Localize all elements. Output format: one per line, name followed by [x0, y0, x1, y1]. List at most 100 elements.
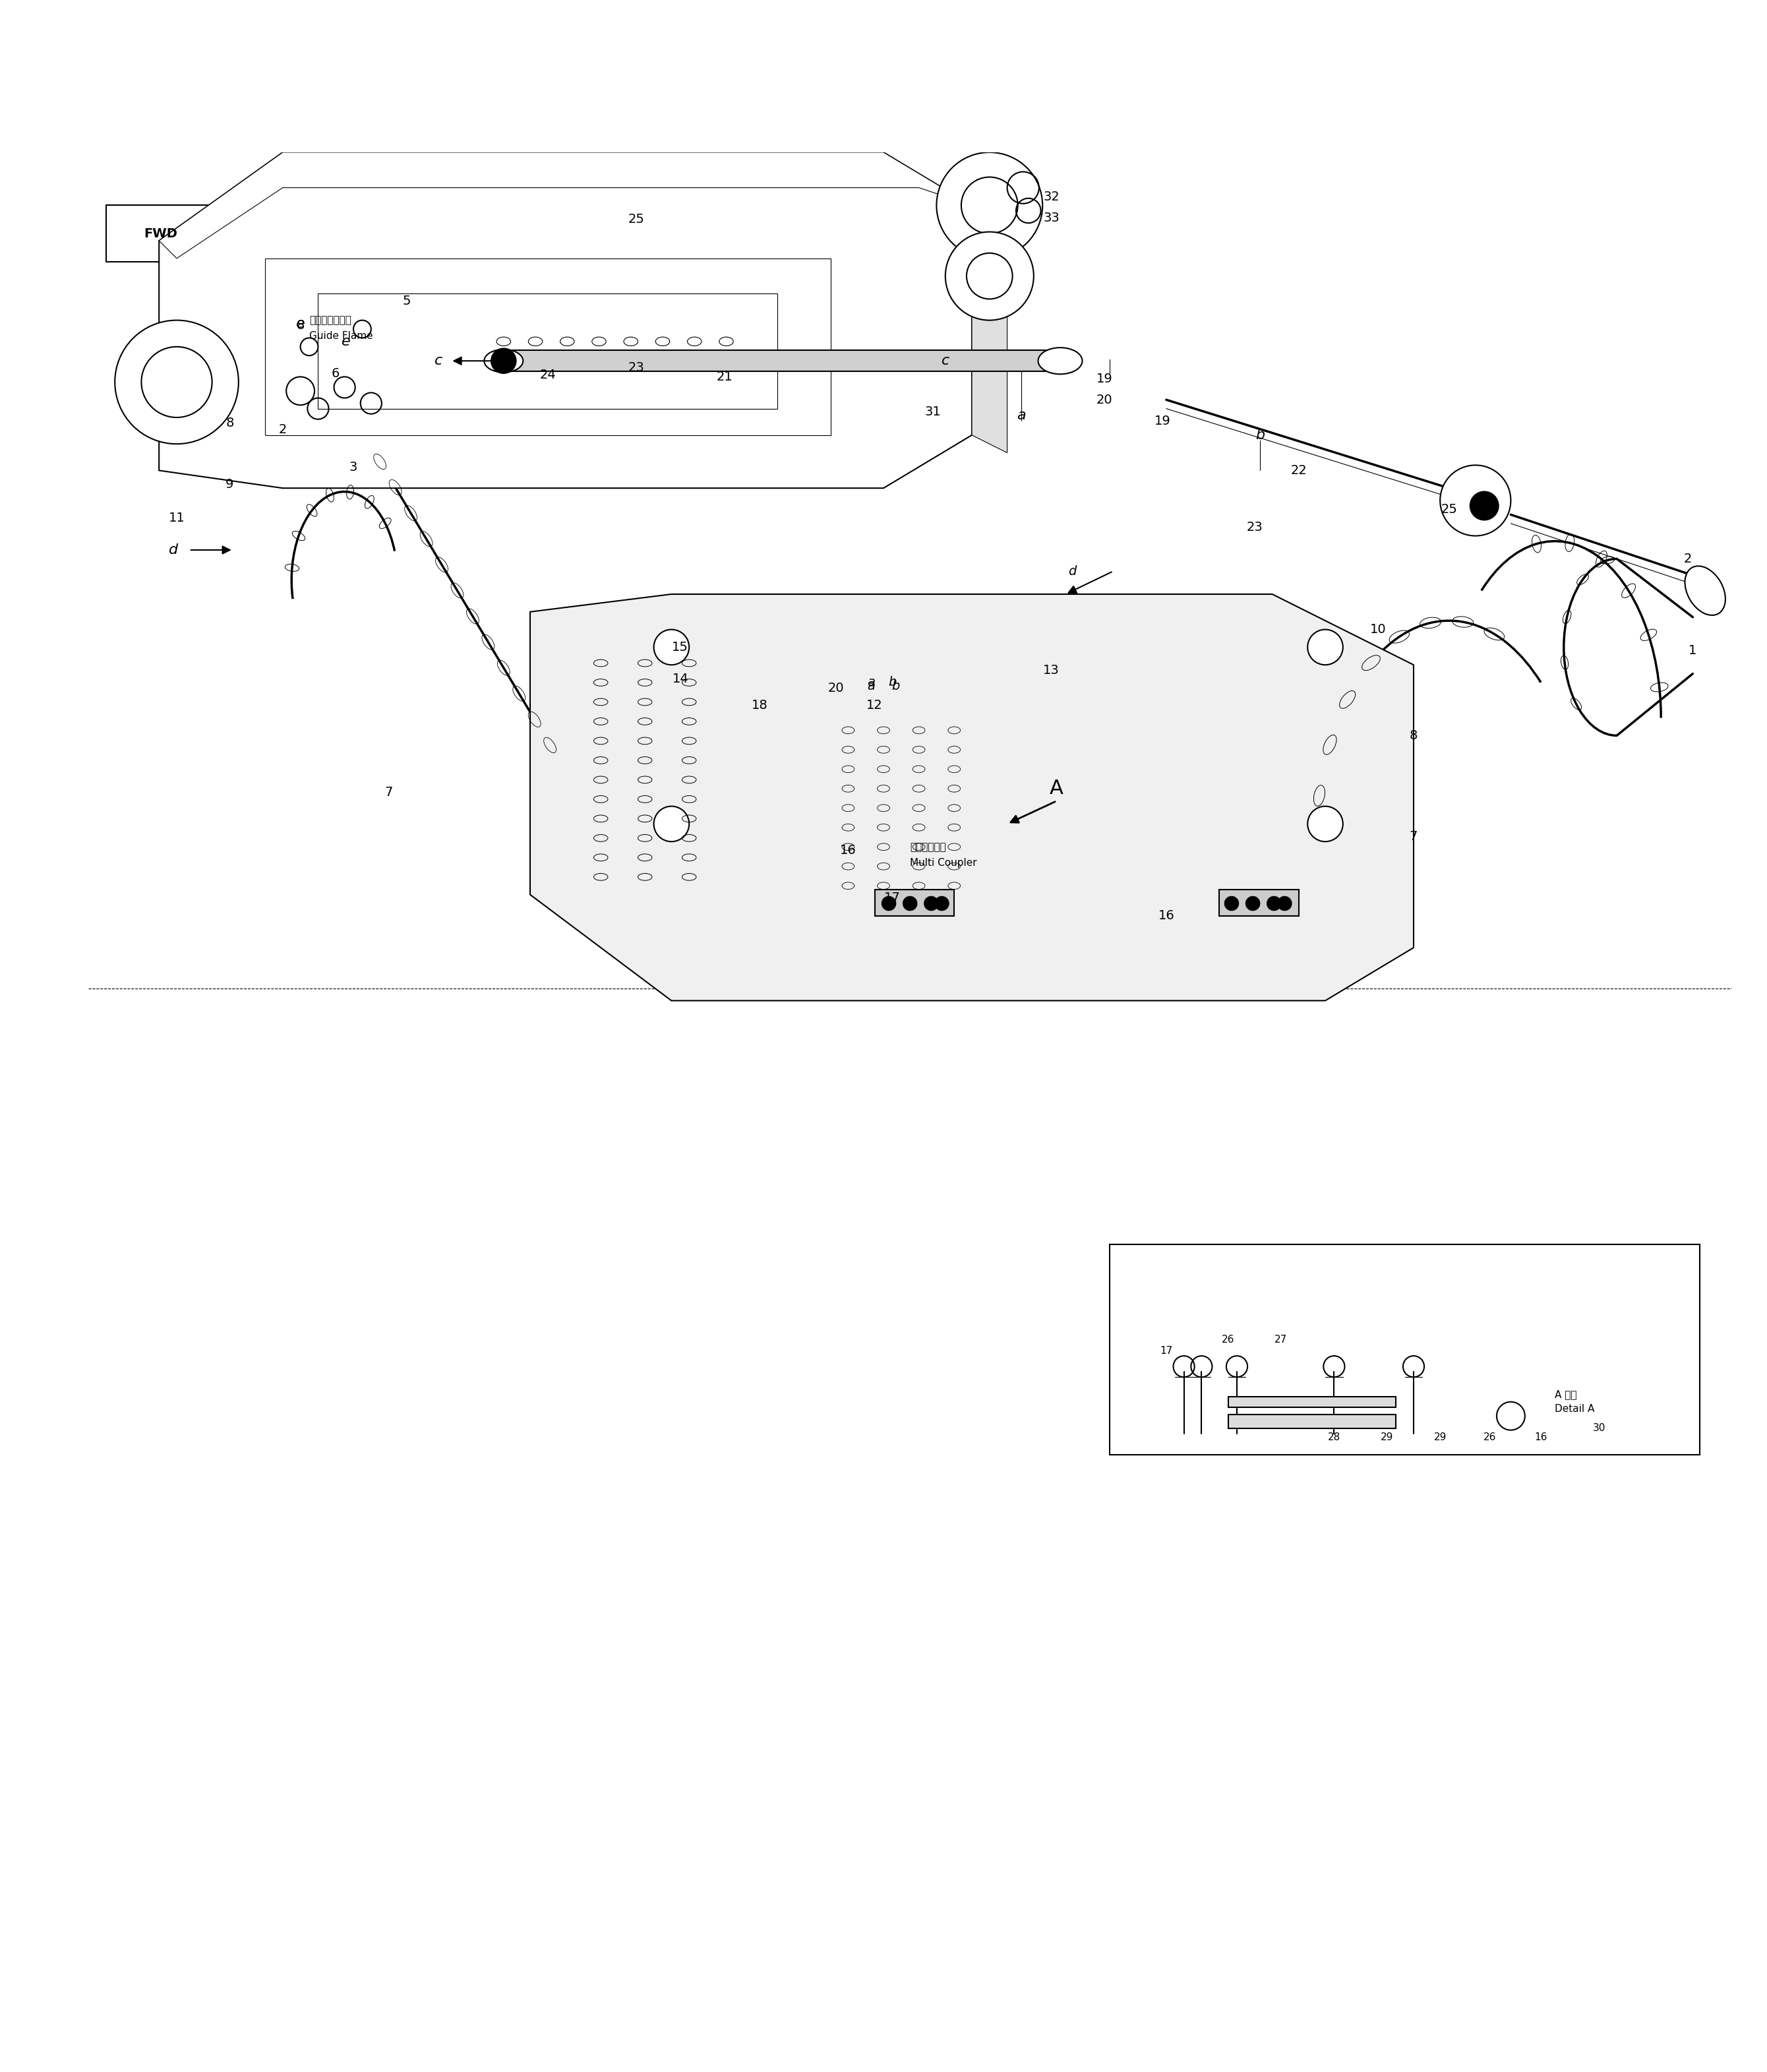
Text: e: e	[295, 317, 306, 329]
Text: 28: 28	[1327, 1432, 1341, 1442]
Bar	[265, 259, 830, 435]
Text: マルチカプラ: マルチカプラ	[910, 841, 945, 852]
Text: a: a	[868, 680, 875, 692]
Text: a: a	[868, 675, 875, 688]
Text: 30: 30	[1592, 1423, 1606, 1434]
Bar	[875, 889, 954, 916]
Text: 8: 8	[226, 416, 233, 429]
Text: 24: 24	[539, 369, 557, 381]
Text: 19: 19	[1154, 414, 1172, 427]
Text: A 詳細: A 詳細	[1555, 1390, 1578, 1401]
Text: FWD: FWD	[145, 228, 177, 240]
Text: 3: 3	[350, 460, 357, 472]
Circle shape	[654, 806, 689, 841]
Text: 9: 9	[226, 479, 233, 491]
FancyBboxPatch shape	[106, 205, 216, 261]
Circle shape	[945, 232, 1034, 321]
Text: 25: 25	[1440, 503, 1458, 516]
Circle shape	[935, 897, 949, 910]
Circle shape	[882, 897, 896, 910]
Circle shape	[1470, 491, 1498, 520]
Text: 31: 31	[924, 406, 942, 419]
Bar	[1219, 889, 1299, 916]
Text: b: b	[1255, 429, 1265, 441]
Circle shape	[924, 897, 938, 910]
Text: 6: 6	[332, 367, 339, 379]
Circle shape	[937, 153, 1043, 259]
Text: 27: 27	[1274, 1334, 1288, 1345]
Text: 17: 17	[884, 891, 901, 903]
Text: 19: 19	[1096, 373, 1113, 385]
Text: 26: 26	[1221, 1334, 1235, 1345]
Text: 23: 23	[627, 363, 645, 375]
Text: Multi Coupler: Multi Coupler	[910, 858, 977, 868]
Bar	[1228, 1415, 1396, 1428]
Circle shape	[1440, 464, 1511, 537]
Text: 4: 4	[1481, 491, 1488, 503]
Text: 20: 20	[1096, 394, 1113, 406]
Text: 23: 23	[1246, 520, 1263, 533]
Text: Detail A: Detail A	[1555, 1405, 1596, 1413]
Text: 7: 7	[385, 785, 392, 798]
Text: 11: 11	[168, 512, 186, 524]
Circle shape	[1308, 630, 1343, 665]
Bar	[1228, 1397, 1396, 1407]
Text: 2: 2	[1684, 553, 1691, 566]
Text: 12: 12	[866, 698, 884, 713]
Text: b: b	[892, 680, 899, 692]
Text: a: a	[1016, 408, 1027, 423]
Ellipse shape	[1686, 566, 1725, 615]
Text: 22: 22	[1290, 464, 1308, 477]
Text: 20: 20	[827, 682, 845, 694]
Text: A: A	[1050, 779, 1064, 798]
Polygon shape	[530, 595, 1414, 1001]
Circle shape	[141, 346, 212, 416]
Circle shape	[903, 897, 917, 910]
Text: 17: 17	[1159, 1345, 1173, 1355]
Text: 21: 21	[716, 371, 733, 383]
Text: 16: 16	[1157, 910, 1175, 922]
Text: 8: 8	[297, 319, 304, 332]
Text: 29: 29	[1433, 1432, 1447, 1442]
Circle shape	[1246, 897, 1260, 910]
Circle shape	[1267, 897, 1281, 910]
Text: 33: 33	[1043, 211, 1060, 224]
Ellipse shape	[484, 350, 523, 373]
Text: c: c	[435, 354, 442, 367]
Polygon shape	[159, 153, 972, 489]
Circle shape	[961, 176, 1018, 234]
Text: 1: 1	[1689, 644, 1696, 657]
Text: 29: 29	[1380, 1432, 1394, 1442]
Ellipse shape	[1039, 348, 1081, 375]
Circle shape	[654, 630, 689, 665]
Text: 10: 10	[1369, 624, 1387, 636]
Text: 16: 16	[1534, 1432, 1548, 1442]
Text: c: c	[942, 354, 949, 367]
Polygon shape	[972, 205, 1007, 454]
Text: e: e	[341, 336, 352, 348]
Text: 13: 13	[1043, 663, 1060, 675]
Circle shape	[491, 348, 516, 373]
Text: 7: 7	[1410, 831, 1417, 843]
Polygon shape	[159, 153, 972, 259]
Text: 25: 25	[627, 213, 645, 226]
Text: 5: 5	[403, 294, 410, 307]
Text: Guide Flame: Guide Flame	[309, 332, 373, 342]
Text: 14: 14	[671, 673, 689, 686]
Circle shape	[1308, 806, 1343, 841]
Text: 32: 32	[1043, 191, 1060, 203]
Circle shape	[967, 253, 1012, 298]
Text: 15: 15	[671, 640, 689, 653]
Circle shape	[1278, 897, 1292, 910]
Bar	[318, 294, 777, 408]
Text: b: b	[889, 675, 896, 688]
Circle shape	[1225, 897, 1239, 910]
Polygon shape	[504, 350, 1060, 371]
FancyBboxPatch shape	[1110, 1245, 1700, 1455]
Text: 16: 16	[839, 843, 857, 856]
Text: d: d	[168, 543, 178, 557]
Circle shape	[115, 321, 239, 443]
Text: 8: 8	[1410, 729, 1417, 742]
Text: ガイドフレーム: ガイドフレーム	[309, 315, 352, 325]
Text: 2: 2	[279, 423, 286, 435]
